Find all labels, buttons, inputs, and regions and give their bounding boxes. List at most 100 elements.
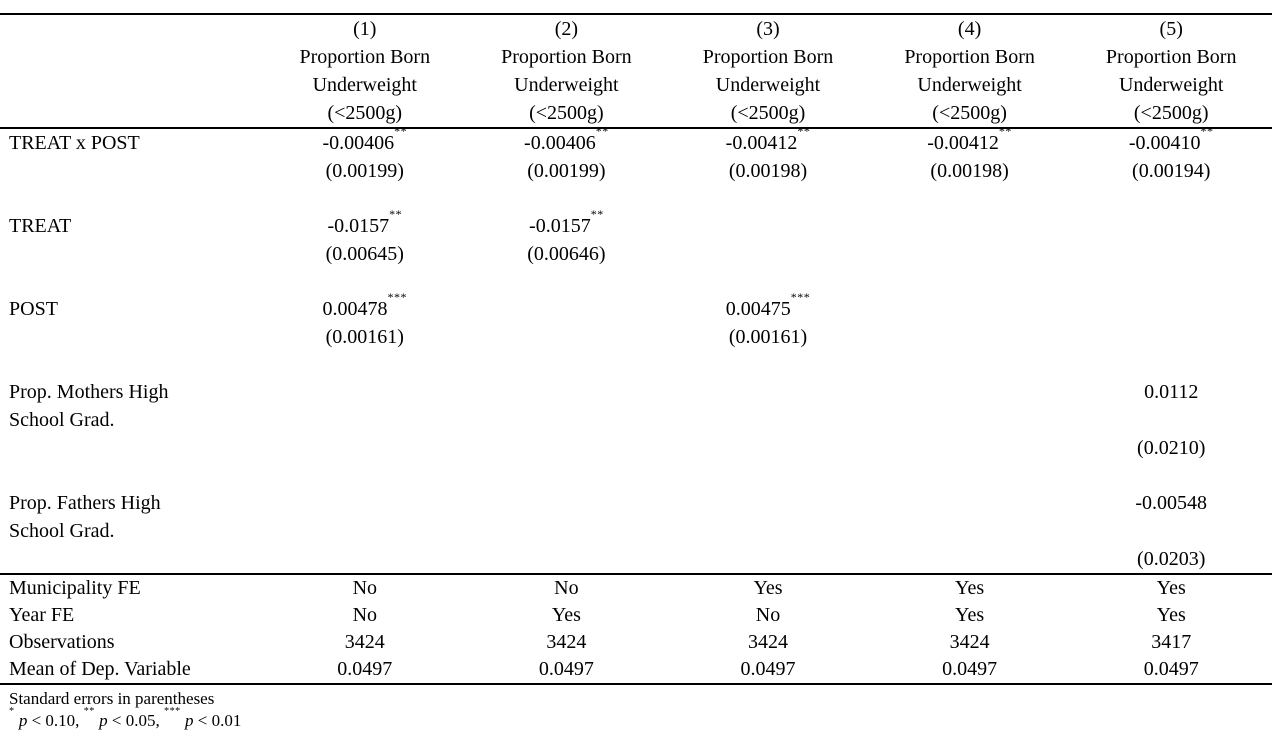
table-cell: [667, 378, 869, 406]
table-cell: 3424: [747, 631, 788, 653]
table-cell: 0.0112: [1144, 381, 1199, 403]
table-cell: 3424: [344, 631, 385, 653]
table-cell: [869, 545, 1071, 573]
coefficient-row-prop-mothers-hs-grad: School Grad.: [0, 406, 1272, 434]
row-label: Year FE: [9, 604, 75, 626]
table-cell: [869, 489, 1071, 517]
table-cell: (0.00199): [527, 160, 606, 182]
significance-stars: **: [83, 706, 95, 718]
table-cell: [466, 545, 668, 573]
table-cell: [869, 240, 1071, 268]
row-label: TREAT x POST: [9, 132, 140, 154]
p-value-symbol: p: [99, 711, 108, 730]
table-cell: [264, 378, 466, 406]
table-cell: (0.0203): [1137, 548, 1206, 570]
row-label: [0, 434, 264, 462]
table-cell: No: [554, 577, 579, 599]
table-cell: (0.0210): [1137, 437, 1206, 459]
table-cell: [1070, 295, 1272, 323]
row-label: Mean of Dep. Variable: [9, 658, 191, 680]
table-cell: [466, 378, 668, 406]
row-label: [0, 545, 264, 573]
table-cell: Proportion Born: [501, 46, 632, 68]
table-cell: [264, 489, 466, 517]
table-body: TREAT x POST -0.00406** -0.00406** -0.00412…: [0, 124, 1272, 573]
significance-stars: **: [394, 124, 408, 139]
table-cell: 0.00475***: [725, 290, 811, 320]
table-cell: [1070, 517, 1272, 545]
row-label: Municipality FE: [9, 577, 141, 599]
significance-stars: *: [9, 706, 15, 718]
table-cell: 0.0497: [942, 658, 998, 680]
column-title-row: (<2500g) (<2500g) (<2500g) (<2500g) (<2500g): [0, 99, 1272, 127]
summary-row: Year FE No Yes No Yes Yes: [0, 602, 1272, 629]
table-cell: Yes: [551, 604, 581, 626]
significance-stars: **: [797, 124, 811, 139]
row-label: Prop. Mothers High: [9, 381, 169, 403]
table-cell: (0.00194): [1132, 160, 1211, 182]
table-cell: (2): [554, 18, 579, 40]
table-cell: -0.00406**: [524, 124, 609, 154]
table-cell: [667, 240, 869, 268]
table-cell: (<2500g): [529, 102, 604, 124]
row-label: [0, 240, 264, 268]
table-cell: Underweight: [1118, 74, 1224, 96]
table-cell: (<2500g): [932, 102, 1007, 124]
table-cell: Yes: [753, 577, 783, 599]
table-cell: Proportion Born: [904, 46, 1035, 68]
table-cell: (0.00161): [325, 326, 404, 348]
table-cell: [869, 434, 1071, 462]
coefficient-row-prop-mothers-hs-grad: (0.0210): [0, 434, 1272, 462]
significance-stars: **: [389, 207, 403, 222]
table-cell: -0.00406**: [322, 124, 408, 154]
table-cell: -0.0157**: [327, 207, 403, 237]
significance-stars: **: [1200, 124, 1214, 139]
coefficient-row-treat: (0.00645) (0.00646): [0, 240, 1272, 268]
coefficient-row-prop-mothers-hs-grad: Prop. Mothers High 0.0112: [0, 378, 1272, 406]
table-cell: (<2500g): [730, 102, 806, 124]
significance-stars: **: [590, 207, 604, 222]
row-label: [0, 323, 264, 351]
summary-row: Mean of Dep. Variable 0.0497 0.0497 0.0497 0…: [0, 656, 1272, 683]
coefficient-row-prop-fathers-hs-grad: School Grad.: [0, 517, 1272, 545]
table-cell: Underweight: [312, 74, 417, 96]
summary-row: Observations 3424 3424 3424 3424 3417: [0, 629, 1272, 656]
table-cell: 3424: [949, 631, 990, 653]
row-label: [0, 157, 264, 185]
table-cell: [264, 406, 466, 434]
table-cell: -0.00410**: [1128, 124, 1214, 154]
table-cell: [264, 545, 466, 573]
table-cell: -0.00412**: [725, 124, 811, 154]
table-cell: [1070, 212, 1272, 240]
table-cell: 0.0497: [538, 658, 594, 680]
table-cell: 0.00478***: [322, 290, 408, 320]
table-top-rule: [0, 13, 1272, 15]
table-cell: [1070, 406, 1272, 434]
table-cell: -0.0157**: [529, 207, 604, 237]
table-cell: Yes: [955, 577, 985, 599]
table-cell: (0.00199): [325, 160, 404, 182]
table-cell: Proportion Born: [702, 46, 834, 68]
table-cell: [869, 323, 1071, 351]
table-bottom-rule: [0, 683, 1272, 685]
table-cell: (5): [1159, 18, 1183, 40]
table-cell: [667, 517, 869, 545]
table-cell: [869, 378, 1071, 406]
row-label: Observations: [9, 631, 115, 653]
coefficient-row-post: (0.00161) (0.00161): [0, 323, 1272, 351]
row-label: POST: [9, 298, 58, 320]
table-cell: [667, 434, 869, 462]
table-cell: [1070, 323, 1272, 351]
table-cell: 0.0497: [337, 658, 393, 680]
table-cell: (0.00161): [728, 326, 808, 348]
table-notes: Standard errors in parentheses * p < 0.1…: [0, 685, 1272, 732]
table-cell: Proportion Born: [299, 46, 431, 68]
table-cell: (<2500g): [327, 102, 403, 124]
row-label: School Grad.: [9, 520, 115, 542]
table-header: (1) (2) (3) (4) (5) Proportion Born Proportion…: [0, 15, 1272, 127]
table-cell: -0.00412**: [927, 124, 1012, 154]
note-significance-levels: * p < 0.10, ** p < 0.05, *** p < 0.01: [9, 706, 242, 730]
row-label: [0, 15, 264, 43]
header-separator-rule: [0, 127, 1272, 129]
